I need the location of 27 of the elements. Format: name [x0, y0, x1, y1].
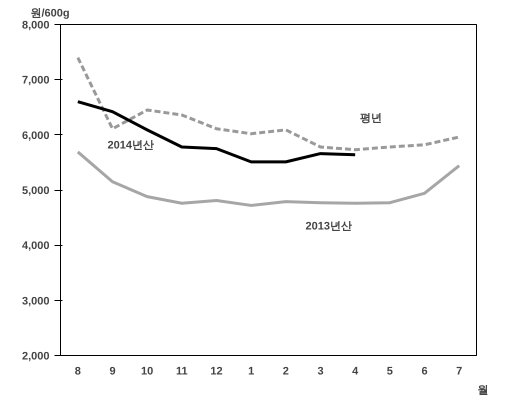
x-tick-label: 1 — [248, 366, 254, 378]
x-tick-label: 3 — [317, 366, 324, 378]
y-tick-label: 5,000 — [22, 185, 50, 197]
y-tick-label: 6,000 — [22, 130, 50, 142]
y-axis-title: 원/600g — [30, 8, 70, 20]
x-tick-label: 12 — [210, 366, 223, 378]
line-series — [76, 56, 461, 152]
y-tick-label: 2,000 — [22, 350, 50, 362]
x-tick-label: 6 — [421, 366, 428, 378]
line-series — [76, 150, 461, 207]
x-tick-label: 2 — [282, 366, 289, 378]
line-series — [76, 100, 357, 164]
x-tick-label: 5 — [386, 366, 393, 378]
x-tick-label: 7 — [456, 366, 462, 378]
x-tick-label: 10 — [141, 366, 154, 378]
y-tick-label: 3,000 — [22, 295, 50, 308]
x-tick-label: 9 — [109, 366, 116, 378]
text: 평년 — [360, 112, 382, 125]
y-tick-label: 4,000 — [22, 240, 50, 252]
series-label: 2014년산 — [108, 140, 154, 152]
y-tick-label: 8,000 — [22, 20, 50, 32]
x-tick-label: 11 — [176, 366, 188, 378]
x-tick-label: 4 — [352, 366, 360, 378]
y-tick-label: 7,000 — [22, 74, 50, 87]
series-label: 2013년산 — [306, 220, 352, 233]
x-tick-label: 8 — [74, 366, 81, 378]
x-axis-title: 월 — [478, 384, 488, 396]
